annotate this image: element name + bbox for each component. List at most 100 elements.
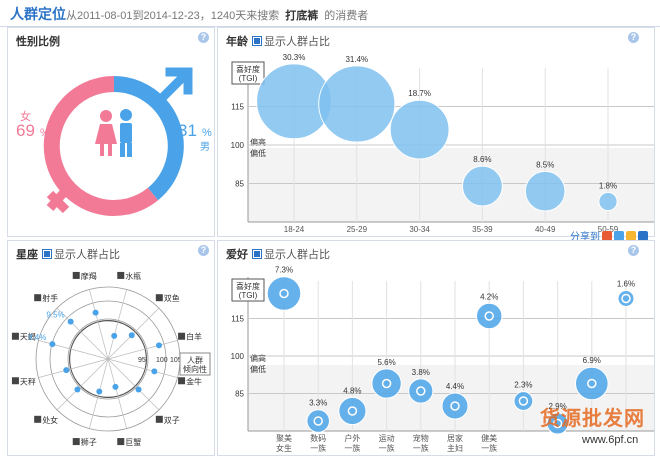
bubble-label: 1.8%: [599, 181, 617, 190]
zodiac-label: 射手: [42, 293, 58, 303]
radar-spoke: [89, 289, 109, 360]
qq-share-icon[interactable]: [626, 231, 636, 241]
female-cross-icon: [46, 184, 72, 214]
radar-point[interactable]: [92, 309, 99, 316]
radar-point[interactable]: [112, 383, 119, 390]
male-figure-icon: [120, 109, 132, 157]
hobby-icon: [381, 378, 392, 389]
bubble-label: 2.9%: [548, 402, 566, 411]
constellation-toggle[interactable]: 显示人群占比: [42, 249, 120, 261]
zodiac-label: 天秤: [20, 376, 36, 386]
bubble[interactable]: [266, 276, 302, 311]
bubble[interactable]: [546, 412, 569, 435]
radar-spoke: [107, 289, 127, 360]
hobby-icon: [416, 386, 426, 396]
radar-point[interactable]: [63, 367, 70, 374]
x-tick-label: 女生: [276, 443, 292, 453]
low-band: [248, 148, 654, 222]
renren-share-icon[interactable]: [638, 231, 648, 241]
zodiac-icon: [155, 415, 163, 423]
zodiac-label: 水瓶: [125, 271, 141, 281]
watermark-url: www.6pf.cn: [582, 434, 639, 446]
bubble[interactable]: [408, 378, 434, 404]
female-figure-icon: [95, 110, 117, 156]
x-tick-label: 一族: [379, 443, 395, 453]
band-high-label: 偏高: [250, 353, 266, 363]
y-tick-label: 115: [231, 103, 244, 112]
radar-point[interactable]: [111, 332, 118, 339]
x-tick-label: 50-59: [598, 225, 619, 234]
x-tick-label: 主妇: [447, 443, 463, 453]
bubble[interactable]: [524, 170, 566, 212]
band-low-label: 偏低: [250, 148, 266, 158]
help-icon[interactable]: ?: [628, 32, 639, 43]
hobby-icon: [313, 416, 323, 426]
page-title: 人群定位: [10, 6, 66, 22]
bubble[interactable]: [575, 366, 609, 401]
bubble[interactable]: [306, 409, 330, 433]
zodiac-icon: [178, 377, 186, 385]
zodiac-icon: [117, 438, 125, 446]
y-tick-label: 100: [231, 352, 245, 361]
radar-point[interactable]: [128, 332, 135, 339]
qzone-share-icon[interactable]: [614, 231, 624, 241]
radar-point[interactable]: [135, 386, 142, 393]
radar-point[interactable]: [49, 341, 56, 348]
bubble-label: 3.3%: [309, 399, 327, 408]
zodiac-icon: [117, 271, 125, 279]
radar-point[interactable]: [67, 318, 74, 325]
zodiac-icon: [178, 332, 186, 340]
bubble-label: 18.7%: [408, 89, 431, 98]
bubble-label: 1.6%: [617, 280, 635, 289]
bubble[interactable]: [318, 65, 396, 143]
radar-point[interactable]: [74, 386, 81, 393]
checkbox-icon[interactable]: [252, 249, 262, 259]
bubble[interactable]: [371, 368, 402, 399]
radar-spoke: [107, 358, 178, 378]
subtitle-suffix: 的消费者: [324, 10, 369, 22]
male-arc: [113, 76, 184, 201]
female-label: 女: [20, 109, 31, 123]
share-label[interactable]: 分享到: [570, 232, 600, 243]
bubble[interactable]: [598, 191, 618, 212]
radar-spoke: [56, 358, 109, 411]
radar-point[interactable]: [96, 388, 103, 395]
y-axis-label-box: [231, 61, 265, 85]
x-tick-label: 数码: [310, 433, 326, 443]
radar-point[interactable]: [151, 368, 158, 375]
help-icon[interactable]: ?: [628, 245, 639, 256]
radar-point[interactable]: [156, 342, 163, 349]
x-tick-label: 健美: [481, 433, 497, 443]
zodiac-label: 双子: [164, 416, 180, 425]
bubble[interactable]: [513, 391, 534, 411]
bubble[interactable]: [441, 392, 469, 420]
bubble[interactable]: [617, 290, 635, 307]
zodiac-icon: [72, 271, 80, 279]
checkbox-icon[interactable]: [42, 249, 52, 259]
age-toggle-label: 显示人群占比: [264, 36, 330, 48]
radar-spoke: [107, 358, 127, 429]
hobby-toggle-label: 显示人群占比: [264, 249, 330, 261]
age-toggle[interactable]: 显示人群占比: [252, 36, 330, 48]
bubble[interactable]: [475, 302, 503, 330]
x-tick-label: 40-49: [535, 225, 556, 234]
weibo-share-icon[interactable]: [602, 231, 612, 241]
x-tick-label: 一族: [310, 443, 326, 453]
x-tick-label: 户外: [344, 433, 360, 443]
page-header: 人群定位 从2011-08-01到2014-12-23，1240天来搜索 打底裤的…: [0, 0, 660, 27]
share-bar[interactable]: 分享到: [570, 228, 648, 243]
male-percent-sign: %: [202, 127, 212, 139]
checkbox-icon[interactable]: [252, 36, 262, 46]
x-tick-label: 30-34: [409, 225, 430, 234]
bubble[interactable]: [461, 165, 503, 207]
help-icon[interactable]: ?: [198, 32, 209, 43]
zodiac-label: 天蝎: [20, 332, 36, 342]
zodiac-icon: [72, 438, 80, 446]
hobby-toggle[interactable]: 显示人群占比: [252, 249, 330, 261]
hobby-panel: 爱好 显示人群占比 ? 喜好度 (TGI) 偏高 偏低 85 100 115 聚美 女生 数…: [217, 240, 655, 456]
help-icon[interactable]: ?: [198, 245, 209, 256]
search-keyword[interactable]: 打底裤: [285, 10, 319, 22]
constellation-panel: 星座 显示人群占比 ? 水瓶 双鱼 白羊 金牛 双子 巨蟹 狮子 处女 天秤 天蝎 射手 摩羯 95 100…: [7, 240, 215, 456]
bubble[interactable]: [338, 396, 367, 426]
bubble[interactable]: [389, 99, 450, 160]
